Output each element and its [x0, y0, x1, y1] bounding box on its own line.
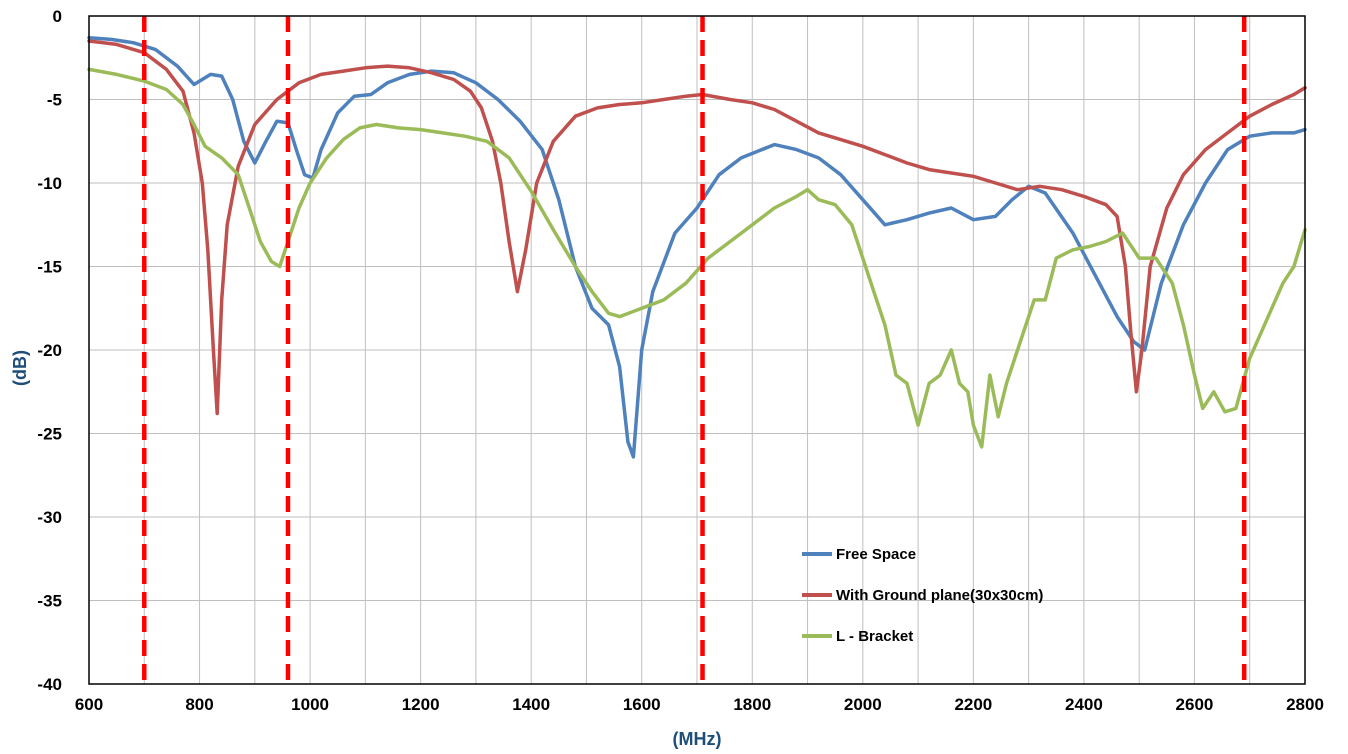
x-tick-label: 1800	[733, 695, 771, 714]
y-tick-label: -30	[37, 508, 62, 527]
x-tick-label: 2400	[1065, 695, 1103, 714]
y-tick-label: -40	[37, 675, 62, 694]
y-tick-label: 0	[53, 7, 62, 26]
y-axis-title: (dB)	[10, 350, 30, 386]
series-line	[87, 67, 1307, 449]
series-line	[87, 39, 1307, 416]
series-line	[87, 35, 1307, 459]
x-axis-title: (MHz)	[673, 729, 722, 749]
x-axis-tick-labels: 600 800 1000 1200 1400 1600 1800 2000 2200 2400 26…	[75, 695, 1324, 714]
legend-label: With Ground plane(30x30cm)	[836, 587, 1043, 604]
x-tick-label: 600	[75, 695, 103, 714]
x-tick-label: 1200	[402, 695, 440, 714]
y-tick-label: -5	[47, 91, 62, 110]
x-tick-label: 1000	[291, 695, 329, 714]
x-tick-label: 1400	[512, 695, 550, 714]
x-tick-label: 2600	[1176, 695, 1214, 714]
x-tick-label: 2000	[844, 695, 882, 714]
y-tick-label: -20	[37, 341, 62, 360]
legend-label: Free Space	[836, 546, 916, 563]
y-axis-tick-labels: 0 -5 -10 -15 -20 -25 -30 -35 -40	[37, 7, 62, 694]
y-tick-label: -35	[37, 592, 62, 611]
legend-label: L - Bracket	[836, 628, 913, 645]
x-tick-label: 1600	[623, 695, 661, 714]
plot-area-border	[88, 15, 1306, 685]
series-lines	[87, 35, 1307, 459]
legend: Free Space With Ground plane(30x30cm) L - …	[802, 546, 1043, 645]
y-tick-label: -15	[37, 258, 62, 277]
y-tick-label: -10	[37, 174, 62, 193]
x-tick-label: 2200	[954, 695, 992, 714]
x-tick-label: 2800	[1286, 695, 1324, 714]
y-tick-label: -25	[37, 425, 62, 444]
grid-lines	[88, 15, 1306, 685]
x-tick-label: 800	[185, 695, 213, 714]
band-marker-lines	[142, 16, 1247, 684]
